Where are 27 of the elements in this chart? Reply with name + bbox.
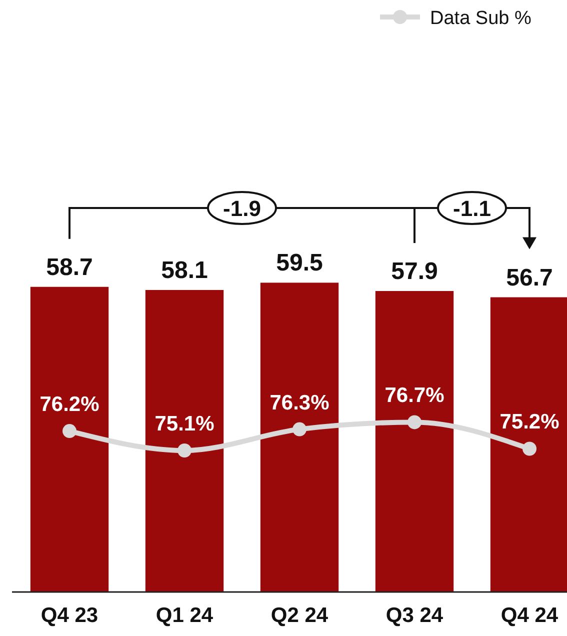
data-label: 58.7 <box>46 254 93 281</box>
data-label: 76.3% <box>270 391 330 414</box>
data-label: 59.5 <box>276 250 323 277</box>
point <box>522 442 536 456</box>
text: -1.9 <box>223 196 261 221</box>
data-label: 75.2% <box>500 410 560 434</box>
data-label: 57.9 <box>391 258 438 286</box>
point <box>62 424 76 438</box>
data-label: 56.7 <box>506 264 553 292</box>
text: -1.1 <box>453 196 491 221</box>
bar <box>260 282 339 592</box>
data-label: 58.1 <box>161 256 208 284</box>
bar <box>375 291 454 592</box>
point <box>178 444 192 458</box>
point <box>408 415 422 430</box>
x-tick-label: Q2 24 <box>270 604 328 627</box>
x-tick-label: Q1 24 <box>156 604 214 627</box>
data-label: 76.7% <box>384 384 445 408</box>
bar <box>145 290 224 592</box>
x-tick-label: Q3 24 <box>386 604 444 627</box>
point <box>292 422 306 436</box>
data-label: 75.1% <box>154 412 215 436</box>
data-label: 76.2% <box>40 393 100 416</box>
legend-label: Data Sub % <box>430 8 532 29</box>
x-tick-label: Q4 24 <box>500 604 558 627</box>
bar <box>30 286 109 592</box>
x-tick-label: Q4 23 <box>40 604 98 627</box>
